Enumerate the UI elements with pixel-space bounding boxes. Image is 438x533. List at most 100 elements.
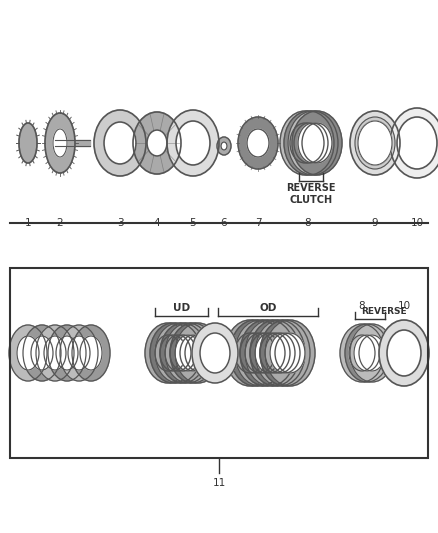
Ellipse shape <box>255 333 285 373</box>
Ellipse shape <box>217 137 231 155</box>
Ellipse shape <box>200 333 230 373</box>
Ellipse shape <box>270 333 300 373</box>
Ellipse shape <box>292 111 342 175</box>
Ellipse shape <box>31 336 53 370</box>
Ellipse shape <box>160 323 206 383</box>
Ellipse shape <box>284 111 334 175</box>
Ellipse shape <box>235 320 285 386</box>
Ellipse shape <box>53 129 67 157</box>
Ellipse shape <box>155 335 181 371</box>
Ellipse shape <box>185 335 211 371</box>
Ellipse shape <box>167 110 219 176</box>
Ellipse shape <box>260 320 310 386</box>
Ellipse shape <box>94 110 146 176</box>
Ellipse shape <box>165 335 191 371</box>
Text: REVERSE: REVERSE <box>361 307 407 316</box>
Bar <box>10 268 428 458</box>
Ellipse shape <box>36 325 74 381</box>
Ellipse shape <box>265 320 315 386</box>
Text: 8: 8 <box>359 301 365 311</box>
Ellipse shape <box>235 333 265 373</box>
Ellipse shape <box>170 323 216 383</box>
Text: 10: 10 <box>410 218 424 228</box>
Ellipse shape <box>358 121 392 165</box>
Ellipse shape <box>175 335 201 371</box>
Ellipse shape <box>247 129 269 157</box>
Ellipse shape <box>240 333 270 373</box>
Ellipse shape <box>160 335 186 371</box>
Ellipse shape <box>288 111 338 175</box>
Text: REVERSE
CLUTCH: REVERSE CLUTCH <box>286 183 336 205</box>
Ellipse shape <box>19 123 37 163</box>
Ellipse shape <box>9 325 47 381</box>
Text: 4: 4 <box>154 218 160 228</box>
Ellipse shape <box>340 324 384 382</box>
Ellipse shape <box>147 130 167 156</box>
Text: 2: 2 <box>57 218 64 228</box>
Ellipse shape <box>133 112 181 174</box>
Ellipse shape <box>354 335 380 371</box>
Ellipse shape <box>345 324 389 382</box>
Ellipse shape <box>180 335 206 371</box>
Ellipse shape <box>176 121 210 165</box>
Ellipse shape <box>355 117 395 169</box>
Text: 6: 6 <box>221 218 227 228</box>
Ellipse shape <box>225 320 275 386</box>
Ellipse shape <box>245 333 275 373</box>
Ellipse shape <box>260 333 290 373</box>
Ellipse shape <box>170 335 196 371</box>
Ellipse shape <box>250 320 300 386</box>
Ellipse shape <box>359 335 385 371</box>
Ellipse shape <box>60 325 98 381</box>
Ellipse shape <box>298 123 328 163</box>
Ellipse shape <box>145 323 191 383</box>
Ellipse shape <box>155 323 201 383</box>
Ellipse shape <box>265 333 295 373</box>
Ellipse shape <box>294 123 324 163</box>
Ellipse shape <box>45 113 75 173</box>
Ellipse shape <box>44 336 66 370</box>
Ellipse shape <box>349 335 375 371</box>
Ellipse shape <box>255 320 305 386</box>
Text: 10: 10 <box>397 301 410 311</box>
Ellipse shape <box>358 121 392 165</box>
Ellipse shape <box>290 123 320 163</box>
Ellipse shape <box>175 323 221 383</box>
Ellipse shape <box>56 336 78 370</box>
Ellipse shape <box>397 117 437 169</box>
Ellipse shape <box>221 142 227 150</box>
Ellipse shape <box>23 325 61 381</box>
Text: OD: OD <box>259 303 277 313</box>
Ellipse shape <box>104 122 136 164</box>
Ellipse shape <box>387 330 421 376</box>
Ellipse shape <box>165 323 211 383</box>
Ellipse shape <box>275 333 305 373</box>
Ellipse shape <box>192 323 238 383</box>
Text: 3: 3 <box>117 218 124 228</box>
Text: UD: UD <box>173 303 190 313</box>
Ellipse shape <box>230 320 280 386</box>
Ellipse shape <box>68 336 90 370</box>
Ellipse shape <box>245 320 295 386</box>
Ellipse shape <box>302 123 332 163</box>
Ellipse shape <box>17 336 39 370</box>
Text: 8: 8 <box>305 218 311 228</box>
Ellipse shape <box>150 323 196 383</box>
Ellipse shape <box>350 324 394 382</box>
Ellipse shape <box>238 117 278 169</box>
Ellipse shape <box>250 333 280 373</box>
Text: 9: 9 <box>372 218 378 228</box>
Ellipse shape <box>72 325 110 381</box>
Ellipse shape <box>48 325 86 381</box>
Ellipse shape <box>80 336 102 370</box>
Ellipse shape <box>390 108 438 178</box>
Text: 5: 5 <box>190 218 196 228</box>
Ellipse shape <box>240 320 290 386</box>
Ellipse shape <box>280 111 330 175</box>
Text: 1: 1 <box>25 218 31 228</box>
Bar <box>55 140 90 146</box>
Ellipse shape <box>379 320 429 386</box>
Ellipse shape <box>350 111 400 175</box>
Text: 11: 11 <box>212 478 226 488</box>
Text: 7: 7 <box>254 218 261 228</box>
